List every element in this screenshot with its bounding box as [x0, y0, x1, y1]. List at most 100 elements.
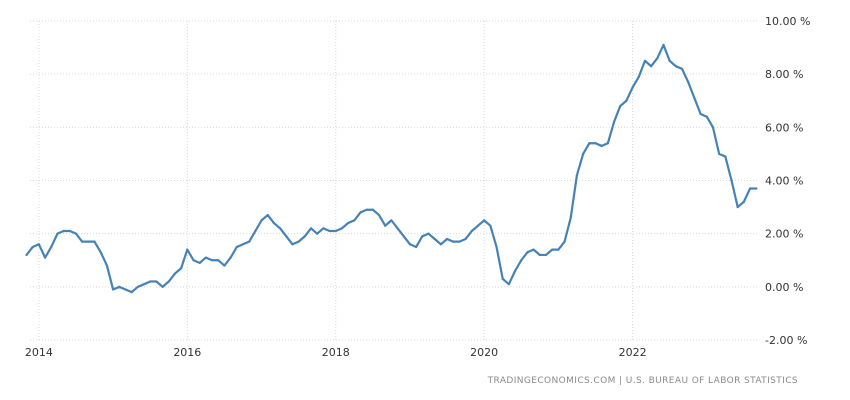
data-point — [93, 240, 96, 243]
data-point — [142, 283, 146, 286]
data-point — [266, 213, 269, 217]
data-point — [37, 243, 41, 246]
data-point — [507, 283, 510, 286]
data-point — [619, 104, 622, 108]
data-point — [476, 224, 480, 227]
data-point — [136, 285, 139, 288]
x-tick-label: 2020 — [470, 346, 498, 359]
source-note: TRADINGECONOMICS.COM | U.S. BUREAU OF LA… — [487, 376, 798, 386]
y-tick-label: 2.00 % — [765, 228, 803, 241]
series-line — [25, 43, 758, 294]
data-point — [291, 243, 294, 246]
data-point — [724, 155, 727, 158]
data-point — [631, 86, 634, 89]
data-point — [340, 227, 344, 230]
data-point — [532, 248, 535, 251]
x-axis-labels: 2014 2016 2018 2020 2022 — [25, 346, 647, 359]
y-axis-labels: -2.00 % 0.00 % 2.00 % 4.00 % 6.00 % 8.00 % 10.… — [765, 15, 810, 347]
data-point — [303, 235, 306, 238]
data-point — [124, 288, 127, 291]
data-point — [408, 243, 412, 246]
y-tick-label: 0.00 % — [765, 281, 803, 294]
data-point — [328, 229, 331, 233]
data-point — [445, 237, 449, 241]
data-point — [204, 256, 207, 259]
data-point — [483, 219, 486, 222]
data-point — [557, 248, 560, 251]
x-tick-label: 2016 — [173, 346, 201, 359]
data-point — [606, 142, 609, 145]
data-point — [458, 240, 461, 243]
x-tick-label: 2022 — [619, 346, 647, 359]
data-point — [415, 245, 418, 249]
data-point — [470, 229, 473, 233]
data-point — [427, 232, 430, 235]
grid-layer — [30, 20, 758, 341]
y-tick-label: 4.00 % — [765, 175, 803, 188]
data-point — [433, 237, 436, 241]
data-point — [43, 256, 47, 259]
data-point — [452, 240, 455, 243]
data-point — [656, 57, 659, 60]
data-point — [223, 264, 226, 267]
data-point — [56, 232, 59, 235]
y-tick-label: 10.00 % — [765, 15, 810, 28]
data-point — [365, 208, 368, 211]
data-point — [167, 280, 170, 283]
data-point — [371, 208, 374, 211]
data-point — [322, 227, 325, 230]
data-point — [180, 267, 183, 270]
data-point — [600, 144, 603, 148]
data-point — [495, 245, 498, 249]
data-point — [254, 229, 257, 233]
y-tick-label: -2.00 % — [765, 334, 807, 347]
data-point — [711, 126, 715, 129]
data-point — [742, 200, 746, 203]
data-point — [402, 235, 405, 238]
data-point — [105, 264, 109, 267]
data-point — [99, 251, 102, 254]
data-point — [736, 205, 739, 209]
data-point — [309, 227, 313, 230]
data-point — [161, 285, 164, 288]
data-point — [241, 243, 245, 246]
data-point — [643, 59, 647, 62]
data-point — [489, 224, 492, 227]
data-point — [87, 240, 90, 243]
data-point — [637, 75, 640, 78]
data-point — [384, 224, 387, 227]
data-point — [229, 256, 232, 259]
data-point — [668, 59, 671, 62]
data-point — [68, 229, 71, 233]
data-point — [347, 221, 350, 225]
data-point — [74, 232, 78, 235]
data-point — [687, 81, 690, 84]
data-point — [662, 43, 665, 47]
data-point — [149, 280, 152, 283]
data-point — [334, 229, 337, 233]
data-point — [81, 240, 84, 243]
data-point — [439, 243, 442, 246]
data-point — [526, 251, 529, 254]
data-point — [421, 235, 424, 238]
data-point — [755, 187, 758, 190]
data-point — [513, 269, 517, 272]
data-point — [62, 229, 65, 233]
data-point — [217, 259, 220, 262]
data-point — [396, 227, 399, 230]
data-point — [705, 115, 708, 118]
data-point — [210, 259, 214, 262]
data-point — [297, 240, 300, 243]
data-point — [538, 253, 541, 257]
data-point — [272, 221, 275, 225]
x-tick-label: 2014 — [25, 346, 53, 359]
data-point — [544, 253, 548, 257]
data-point — [674, 65, 677, 68]
y-tick-label: 8.00 % — [765, 68, 803, 81]
data-point — [748, 187, 752, 190]
data-point — [612, 120, 616, 124]
data-point — [316, 232, 319, 235]
data-point — [130, 291, 133, 294]
data-point — [582, 152, 585, 156]
data-point — [192, 259, 195, 262]
